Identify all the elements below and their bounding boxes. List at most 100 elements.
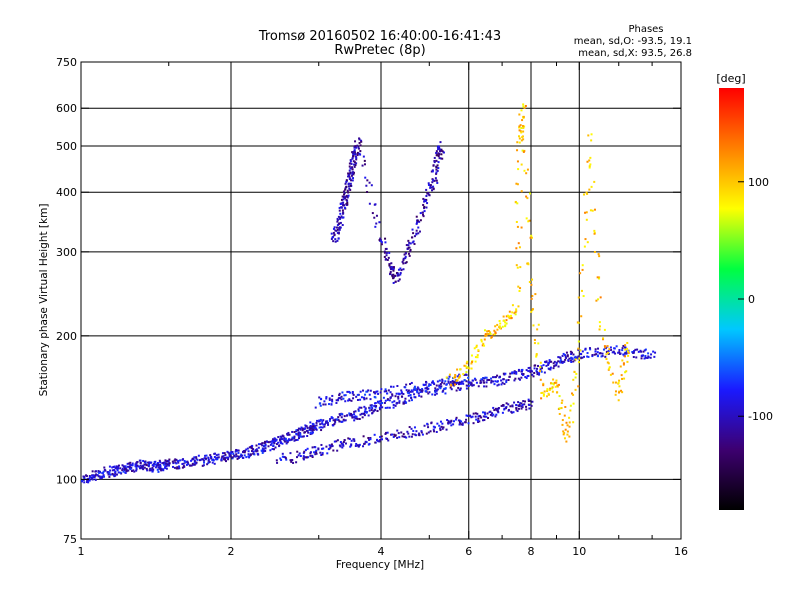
data-point	[473, 377, 476, 380]
data-point	[623, 346, 626, 349]
data-point	[558, 395, 561, 398]
data-point	[319, 418, 322, 421]
data-point	[353, 161, 356, 164]
data-point	[334, 421, 337, 424]
data-point	[471, 415, 474, 418]
data-point	[229, 452, 232, 455]
data-point	[444, 387, 447, 390]
data-point	[555, 391, 558, 394]
data-point	[451, 379, 454, 382]
data-point	[301, 427, 304, 430]
data-point	[297, 427, 300, 430]
data-point	[524, 376, 527, 379]
data-point	[400, 395, 403, 398]
data-point	[562, 433, 565, 436]
data-point	[598, 321, 601, 324]
data-point	[643, 357, 646, 360]
data-point	[566, 430, 569, 433]
data-point	[499, 322, 502, 325]
data-point	[309, 452, 312, 455]
data-point	[459, 388, 462, 391]
data-point	[347, 175, 350, 178]
data-point	[269, 449, 272, 452]
data-point	[436, 422, 439, 425]
data-point	[379, 435, 382, 438]
data-point	[528, 219, 531, 222]
data-point	[521, 136, 524, 139]
data-point	[503, 382, 506, 385]
data-point	[485, 381, 488, 384]
data-point	[354, 415, 357, 418]
data-point	[306, 434, 309, 437]
data-point	[252, 452, 255, 455]
data-point	[474, 356, 477, 359]
data-point	[377, 440, 380, 443]
data-point	[455, 381, 458, 384]
data-point	[309, 425, 312, 428]
data-point	[583, 193, 586, 196]
data-point	[296, 450, 299, 453]
data-point	[373, 216, 376, 219]
data-point	[489, 331, 492, 334]
data-point	[338, 209, 341, 212]
data-point	[485, 415, 488, 418]
data-point	[119, 471, 122, 474]
data-point	[432, 185, 435, 188]
data-point	[431, 170, 434, 173]
data-point	[483, 419, 486, 422]
data-point	[314, 446, 317, 449]
data-point	[561, 361, 564, 364]
data-point	[237, 457, 240, 460]
data-point	[608, 348, 611, 351]
data-point	[355, 158, 358, 161]
data-point	[465, 418, 468, 421]
data-point	[530, 404, 533, 407]
data-point	[522, 130, 525, 133]
data-point	[483, 338, 486, 341]
data-point	[341, 216, 344, 219]
data-point	[290, 438, 293, 441]
data-point	[293, 439, 296, 442]
data-point	[617, 391, 620, 394]
data-point	[306, 430, 309, 433]
data-point	[248, 446, 251, 449]
data-point	[402, 262, 405, 265]
data-point	[565, 440, 568, 443]
data-point	[191, 457, 194, 460]
data-point	[348, 169, 351, 172]
data-point	[598, 255, 601, 258]
data-point	[420, 389, 423, 392]
data-point	[147, 464, 150, 467]
data-point	[525, 369, 528, 372]
data-point	[607, 351, 610, 354]
data-point	[274, 440, 277, 443]
data-point	[407, 244, 410, 247]
data-point	[480, 338, 483, 341]
data-point	[354, 410, 357, 413]
data-point	[216, 456, 219, 459]
data-point	[614, 381, 617, 384]
data-point	[525, 195, 528, 198]
data-point	[311, 429, 314, 432]
data-point	[465, 371, 468, 374]
data-point	[205, 454, 208, 457]
data-point	[522, 116, 525, 119]
data-point	[354, 444, 357, 447]
data-point	[297, 454, 300, 457]
data-point	[589, 209, 592, 212]
data-point	[437, 154, 440, 157]
data-point	[409, 390, 412, 393]
data-point	[590, 185, 593, 188]
data-point	[344, 187, 347, 190]
data-point	[244, 449, 247, 452]
data-point	[427, 392, 430, 395]
data-point	[570, 351, 573, 354]
data-point	[231, 457, 234, 460]
data-point	[496, 410, 499, 413]
data-point	[339, 445, 342, 448]
data-point	[483, 385, 486, 388]
data-point	[261, 451, 264, 454]
data-point	[483, 329, 486, 332]
data-point	[113, 469, 116, 472]
data-point	[330, 443, 333, 446]
